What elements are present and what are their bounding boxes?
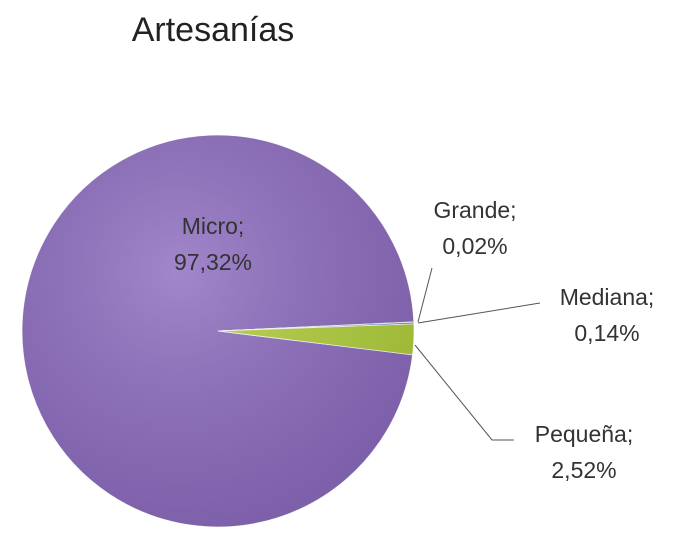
data-label-value: 0,02%: [442, 233, 507, 259]
data-label-value: 2,52%: [551, 457, 616, 483]
data-label-value: 0,14%: [574, 320, 639, 346]
data-label-value: 97,32%: [174, 249, 252, 275]
data-label-category: Mediana;: [560, 284, 655, 310]
leader-line: [417, 267, 433, 323]
chart-title: Artesanías: [132, 11, 295, 49]
data-label-category: Pequeña;: [535, 421, 633, 447]
leader-line: [417, 302, 541, 324]
data-label-category: Grande;: [433, 197, 516, 223]
leader-line: [414, 344, 514, 441]
data-label-category: Micro;: [182, 213, 245, 239]
